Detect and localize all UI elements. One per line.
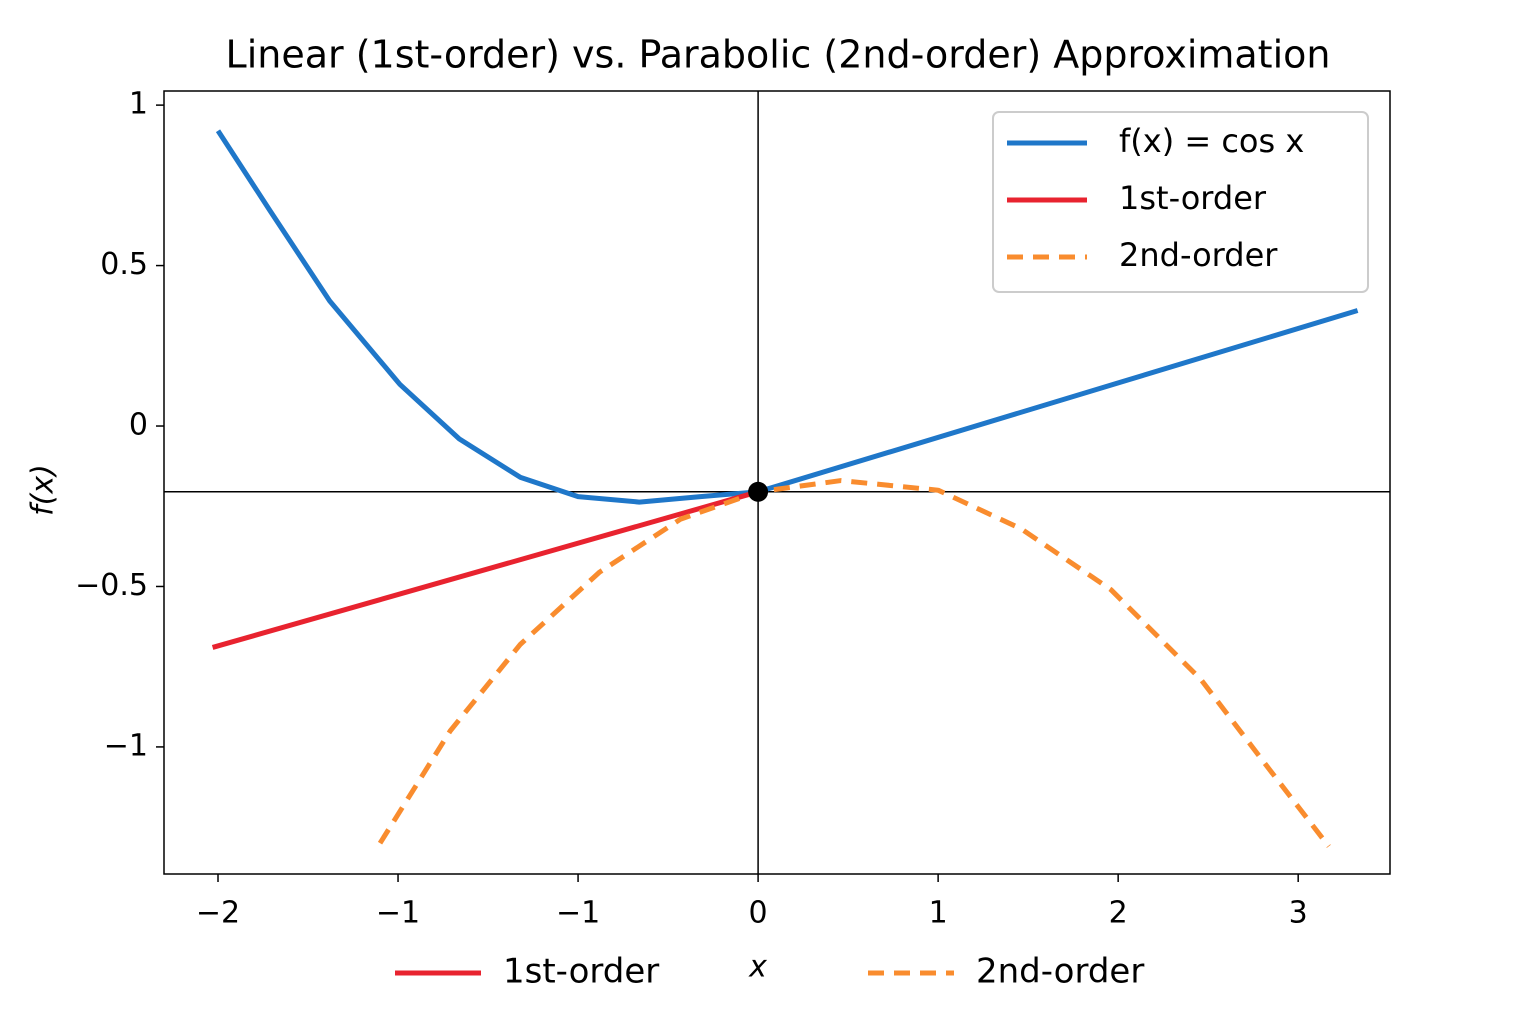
bottom-legend-label: 2nd-order [976, 952, 1144, 992]
y-tick-label: 0 [129, 408, 148, 443]
x-tick-label: 1 [929, 896, 948, 931]
y-tick-label: −1 [104, 728, 148, 763]
y-tick-label: −0.5 [75, 568, 148, 603]
x-axis-label: x [748, 950, 767, 985]
plot-frame [163, 90, 1391, 875]
series-line [215, 129, 1359, 505]
y-axis-label: f(x) [26, 464, 61, 516]
y-tick-label: 0.5 [100, 247, 148, 282]
x-tick-label: −1 [376, 896, 420, 931]
series-line [377, 478, 1331, 848]
legend-box [992, 111, 1369, 293]
legend-label: 1st-order [1119, 179, 1267, 217]
legend-label: 2nd-order [1119, 236, 1278, 274]
chart-title: Linear (1st-order) vs. Parabolic (2nd-or… [226, 33, 1331, 77]
x-tick-label: 2 [1109, 896, 1128, 931]
x-tick-label: 0 [749, 896, 768, 931]
x-tick-label: −1 [556, 896, 600, 931]
x-tick-label: −2 [196, 896, 240, 931]
x-tick-label: 3 [1289, 896, 1308, 931]
legend-label: f(x) = cos x [1119, 122, 1304, 160]
series-line [211, 489, 759, 650]
point-marker [748, 481, 769, 502]
bottom-legend-label: 1st-order [503, 952, 659, 992]
y-tick-label: 1 [129, 87, 148, 122]
